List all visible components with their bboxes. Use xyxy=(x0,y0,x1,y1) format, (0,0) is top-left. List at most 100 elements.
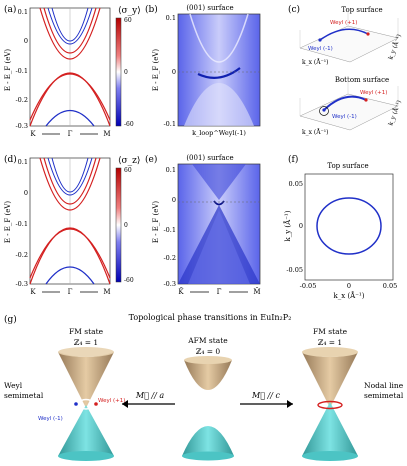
panel-b: (b) (001) surface E - E_F (eV) 0.1 0 -0.… xyxy=(145,4,261,137)
panel-e: (e) (001) surface E - E_F (eV) 0.1 0 -0.… xyxy=(145,154,261,296)
svg-text:0: 0 xyxy=(347,282,351,290)
panel-a-cbar-ticks: 60 0 -60 xyxy=(124,17,134,128)
weyl-cones: Weyl (+1) Weyl (-1) xyxy=(38,347,125,461)
svg-text:-60: -60 xyxy=(124,121,134,128)
panel-d-colorbar xyxy=(115,167,122,283)
svg-text:-0.1: -0.1 xyxy=(15,220,28,228)
svg-text:-0.2: -0.2 xyxy=(15,251,28,259)
nodal-line-cones xyxy=(302,347,358,461)
band-blue-3 xyxy=(45,110,95,127)
panel-a-ylabel: E - E_F (eV) xyxy=(4,49,12,92)
svg-text:k_x (Å⁻¹): k_x (Å⁻¹) xyxy=(302,58,329,66)
svg-text:0: 0 xyxy=(124,69,128,76)
svg-text:0.1: 0.1 xyxy=(166,166,176,174)
svg-text:-0.05: -0.05 xyxy=(300,282,317,290)
panel-e-label: (e) xyxy=(145,154,157,165)
panel-e-ylabel: E - E_F (eV) xyxy=(152,201,160,244)
panel-c-label: (c) xyxy=(288,4,300,15)
panel-g: (g) Topological phase transitions in EuI… xyxy=(4,313,404,461)
svg-text:-0.3: -0.3 xyxy=(163,280,176,288)
svg-text:k_y (Å⁻¹): k_y (Å⁻¹) xyxy=(386,99,403,127)
panel-d-yticks: 0.1 0 -0.1 -0.2 -0.3 xyxy=(15,158,28,288)
panel-f-label: (f) xyxy=(288,154,298,165)
svg-text:semimetal: semimetal xyxy=(4,391,44,400)
panel-g-title: Topological phase transitions in EuIn₂P₂ xyxy=(129,313,292,322)
panel-f-title: Top surface xyxy=(327,162,368,170)
panel-c: (c) Top surface Weyl (+1) Weyl (-1) k_x … xyxy=(288,4,403,136)
svg-text:K: K xyxy=(30,288,36,296)
svg-text:Γ̄: Γ̄ xyxy=(217,288,222,296)
band-red-4 xyxy=(29,73,111,121)
panel-f: (f) Top surface k_y (Å⁻¹) 0.05 0 -0.05 -… xyxy=(283,154,397,300)
panel-d-label: (d) xyxy=(4,154,17,165)
panel-d-ylabel: E - E_F (eV) xyxy=(4,201,12,244)
panel-f-ylabel: k_y (Å⁻¹) xyxy=(283,210,292,241)
svg-text:0: 0 xyxy=(124,222,128,229)
svg-text:Weyl: Weyl xyxy=(4,381,23,390)
svg-text:0: 0 xyxy=(299,222,303,230)
svg-text:AFM state: AFM state xyxy=(187,336,228,345)
svg-text:Weyl (+1): Weyl (+1) xyxy=(98,398,125,404)
svg-text:-0.1: -0.1 xyxy=(15,67,28,75)
svg-text:Weyl (-1): Weyl (-1) xyxy=(332,114,357,120)
panel-b-title: (001) surface xyxy=(186,4,233,12)
svg-text:Weyl (+1): Weyl (+1) xyxy=(330,20,357,26)
svg-text:Γ: Γ xyxy=(68,288,73,296)
svg-text:0.1: 0.1 xyxy=(18,8,28,16)
svg-text:-60: -60 xyxy=(124,277,134,284)
panel-b-ylabel: E - E_F (eV) xyxy=(152,49,160,92)
svg-text:60: 60 xyxy=(124,167,132,174)
panel-a-colorbar xyxy=(115,17,122,127)
band-blue-2 xyxy=(51,7,89,42)
panel-f-axes xyxy=(304,173,394,281)
arc-top xyxy=(319,28,369,41)
svg-text:Weyl (+1): Weyl (+1) xyxy=(360,90,387,96)
panel-d-cbar-ticks: 60 0 -60 xyxy=(124,167,134,284)
svg-text:0: 0 xyxy=(172,68,176,76)
panel-a: (a) E - E_F (eV) 0.1 0 -0.1 -0.2 -0.3 K … xyxy=(4,4,141,138)
panel-d: (d) E - E_F (eV) 0.1 0 -0.1 -0.2 -0.3 K … xyxy=(4,154,140,296)
band-red-1 xyxy=(39,7,101,60)
svg-text:M: M xyxy=(103,130,110,138)
svg-text:M: M xyxy=(103,288,110,296)
panel-f-yticks: 0.05 0 -0.05 xyxy=(286,180,303,274)
svg-text:Weyl (-1): Weyl (-1) xyxy=(38,416,63,422)
svg-text:-0.1: -0.1 xyxy=(163,120,176,128)
panel-b-yticks: 0.1 0 -0.1 xyxy=(163,14,176,128)
panel-d-cbar-title: ⟨σ_z⟩ xyxy=(118,156,140,166)
svg-text:0.1: 0.1 xyxy=(166,14,176,22)
svg-text:ℤ₄ = 1: ℤ₄ = 1 xyxy=(74,338,98,347)
svg-text:-0.2: -0.2 xyxy=(163,254,176,262)
svg-text:-0.3: -0.3 xyxy=(15,122,28,130)
svg-text:-0.1: -0.1 xyxy=(163,226,176,234)
svg-text:0: 0 xyxy=(24,37,28,45)
panel-c-bottom-title: Bottom surface xyxy=(335,76,389,84)
svg-text:-0.05: -0.05 xyxy=(286,266,303,274)
svg-text:K: K xyxy=(30,130,36,138)
panel-a-cbar-title: ⟨σ_y⟩ xyxy=(118,6,141,16)
panel-f-xlabel: k_x (Å⁻¹) xyxy=(334,291,365,300)
panel-b-label: (b) xyxy=(145,4,158,15)
panel-f-xticks: -0.05 0 0.05 xyxy=(300,282,398,290)
svg-text:0: 0 xyxy=(24,189,28,197)
panel-e-title: (001) surface xyxy=(186,154,233,162)
svg-text:-0.3: -0.3 xyxy=(15,280,28,288)
panel-a-yticks: 0.1 0 -0.1 -0.2 -0.3 xyxy=(15,8,28,130)
surface-state xyxy=(197,67,241,79)
panel-c-top-title: Top surface xyxy=(341,6,382,14)
svg-text:-0.2: -0.2 xyxy=(15,96,28,104)
svg-text:K̄: K̄ xyxy=(178,287,184,296)
panel-a-xticks: K Γ M xyxy=(30,130,110,138)
panel-g-label: (g) xyxy=(4,314,17,325)
nodal-loop xyxy=(316,197,382,255)
svg-text:Γ: Γ xyxy=(68,130,73,138)
arc-bottom xyxy=(323,95,367,111)
svg-text:M̄: M̄ xyxy=(253,287,260,296)
svg-text:ℤ₄ = 1: ℤ₄ = 1 xyxy=(318,338,342,347)
svg-text:M⃗ // a: M⃗ // a xyxy=(135,391,164,400)
svg-text:ℤ₄ = 0: ℤ₄ = 0 xyxy=(196,347,221,356)
svg-text:k_x (Å⁻¹): k_x (Å⁻¹) xyxy=(302,128,329,136)
svg-text:FM state: FM state xyxy=(69,327,104,336)
panel-e-yticks: 0.1 0 -0.1 -0.2 -0.3 xyxy=(163,166,176,288)
panel-e-xticks: K̄ Γ̄ M̄ xyxy=(178,287,260,296)
